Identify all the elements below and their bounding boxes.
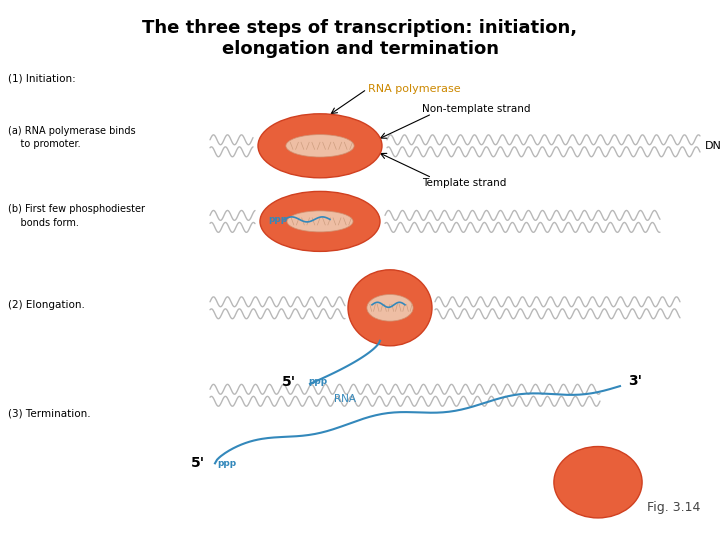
Text: DNA: DNA bbox=[705, 141, 720, 151]
Text: (2) Elongation.: (2) Elongation. bbox=[8, 300, 85, 310]
Ellipse shape bbox=[554, 447, 642, 518]
Text: RNA: RNA bbox=[334, 394, 356, 404]
Text: (1) Initiation:: (1) Initiation: bbox=[8, 73, 76, 83]
Text: elongation and termination: elongation and termination bbox=[222, 40, 498, 58]
Text: ppp: ppp bbox=[268, 215, 287, 224]
Text: (a) RNA polymerase binds
    to promoter.: (a) RNA polymerase binds to promoter. bbox=[8, 126, 135, 149]
Ellipse shape bbox=[258, 114, 382, 178]
Text: (b) First few phosphodiester
    bonds form.: (b) First few phosphodiester bonds form. bbox=[8, 205, 145, 227]
Ellipse shape bbox=[286, 134, 354, 157]
Ellipse shape bbox=[260, 191, 380, 252]
Text: Non-template strand: Non-template strand bbox=[422, 104, 531, 114]
Text: Fig. 3.14: Fig. 3.14 bbox=[647, 501, 700, 514]
Text: 5': 5' bbox=[282, 375, 296, 389]
Text: RNA polymerase: RNA polymerase bbox=[368, 84, 461, 94]
Text: 5': 5' bbox=[191, 456, 205, 470]
Text: (3) Termination.: (3) Termination. bbox=[8, 408, 91, 418]
Ellipse shape bbox=[348, 270, 432, 346]
Text: ppp: ppp bbox=[217, 459, 236, 468]
Text: ppp: ppp bbox=[308, 377, 327, 386]
Text: Template strand: Template strand bbox=[422, 178, 506, 188]
Text: The three steps of transcription: initiation,: The three steps of transcription: initia… bbox=[143, 19, 577, 37]
Text: 3': 3' bbox=[628, 374, 642, 388]
Ellipse shape bbox=[367, 294, 413, 321]
Ellipse shape bbox=[287, 211, 353, 232]
